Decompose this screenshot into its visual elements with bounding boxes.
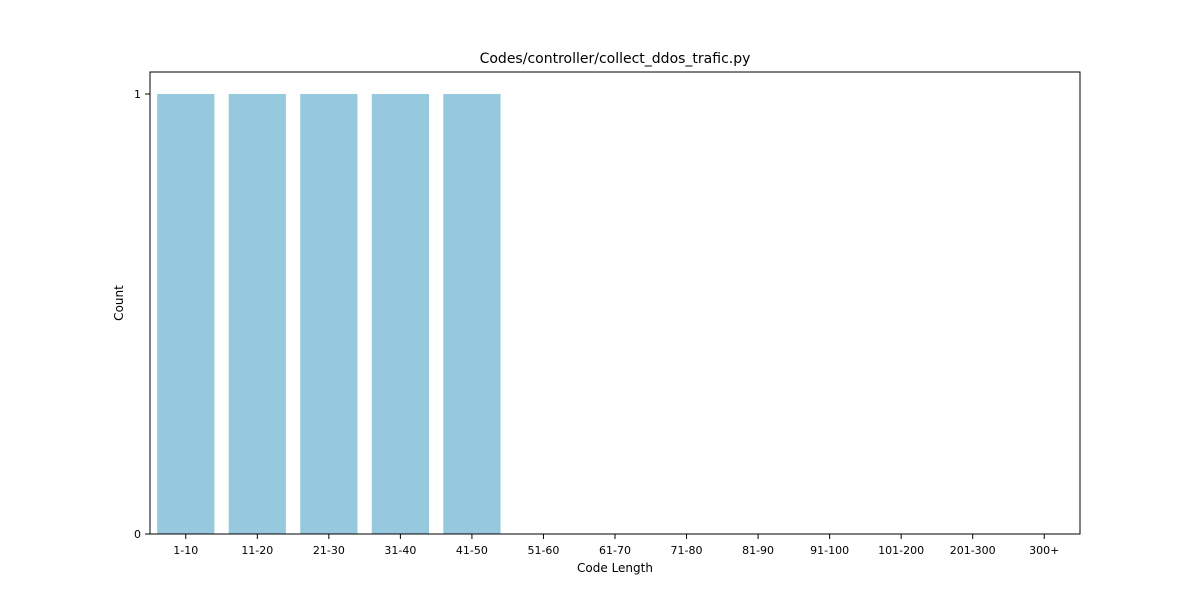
y-tick-label: 1 xyxy=(134,88,141,101)
x-axis-ticks: 1-10 11-20 21-30 31-40 41-50 51-60 61-70 71-80 8… xyxy=(173,534,1059,557)
x-tick-label: 81-90 xyxy=(742,544,774,557)
x-tick-label: 201-300 xyxy=(950,544,996,557)
bar-31-40 xyxy=(371,94,429,534)
y-axis-label: Count xyxy=(112,285,126,321)
x-tick-label: 61-70 xyxy=(599,544,631,557)
bar-1-10 xyxy=(157,94,215,534)
plot-area-frame xyxy=(149,71,1081,535)
bar-21-30 xyxy=(300,94,358,534)
x-tick-label: 51-60 xyxy=(527,544,559,557)
x-tick-label: 71-80 xyxy=(671,544,703,557)
chart-title: Codes/controller/collect_ddos_trafic.py xyxy=(480,51,751,67)
bar-11-20 xyxy=(228,94,286,534)
x-axis-label: Code Length xyxy=(577,561,653,575)
bar-41-50 xyxy=(443,94,501,534)
x-tick-label: 41-50 xyxy=(456,544,488,557)
x-tick-label: 91-100 xyxy=(810,544,849,557)
x-tick-label: 21-30 xyxy=(313,544,345,557)
x-tick-label: 31-40 xyxy=(384,544,416,557)
x-tick-label: 11-20 xyxy=(241,544,273,557)
x-tick-label: 1-10 xyxy=(173,544,198,557)
y-tick-label: 0 xyxy=(134,528,141,541)
x-tick-label: 300+ xyxy=(1029,544,1059,557)
y-axis-ticks: 01 xyxy=(134,88,150,541)
x-tick-label: 101-200 xyxy=(878,544,924,557)
bars-group xyxy=(157,94,501,534)
